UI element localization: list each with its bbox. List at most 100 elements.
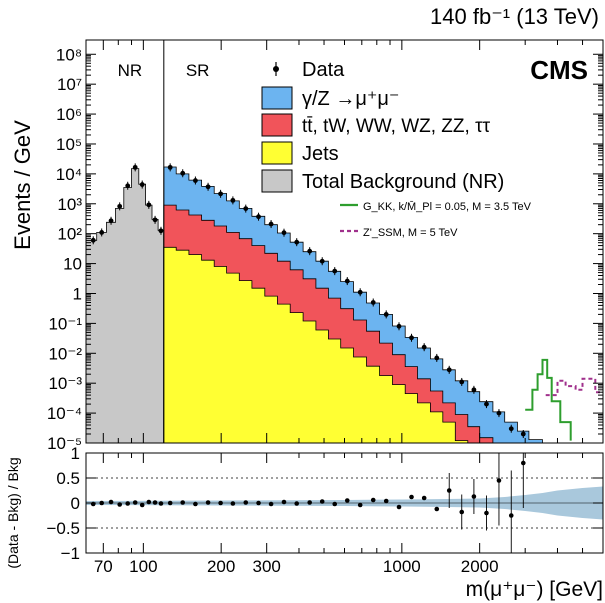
x-tick-label: 2000 xyxy=(461,557,499,576)
jets-hist xyxy=(163,246,583,443)
ratio-plot-area xyxy=(86,453,603,553)
legend-label-jets: Jets xyxy=(302,143,339,165)
y-tick-label: 10 xyxy=(63,255,82,274)
legend-label-data: Data xyxy=(302,59,345,81)
data-point xyxy=(409,335,414,341)
ratio-point xyxy=(459,509,465,515)
ratio-point xyxy=(520,460,526,466)
ratio-point xyxy=(383,498,389,504)
y-tick-label: 10⁵ xyxy=(56,135,82,154)
cms-label: CMS xyxy=(530,55,588,85)
sr-region-label: SR xyxy=(186,61,210,80)
ratio-point xyxy=(218,500,223,506)
data-point xyxy=(108,218,114,224)
y-tick-label: 10⁶ xyxy=(56,105,82,124)
data-point xyxy=(117,203,123,209)
data-point xyxy=(152,217,158,223)
y-tick-label: 10⁷ xyxy=(57,75,82,94)
legend-label-zprime: Z'_SSM, M = 5 TeV xyxy=(363,227,458,239)
y-tick-label: 1 xyxy=(73,284,82,303)
ratio-point xyxy=(152,500,158,505)
legend-item-jets: Jets xyxy=(261,141,339,165)
legend-item-gkk: G_KK, k/M̄_Pl = 0.05, M = 3.5 TeV xyxy=(340,200,532,213)
legend-item-zprime: Z'_SSM, M = 5 TeV xyxy=(340,227,458,239)
ratio-point xyxy=(370,497,376,503)
x-axis-label: m(μ⁺μ⁻) [GeV] xyxy=(466,578,603,601)
x-tick-label: 300 xyxy=(252,557,280,576)
data-point xyxy=(281,230,287,236)
x-tick-label: 1000 xyxy=(383,557,421,576)
data-point xyxy=(383,311,389,317)
x-tick-label: 70 xyxy=(94,557,113,576)
data-point xyxy=(99,230,105,235)
nr-background-hist xyxy=(86,168,165,443)
luminosity-label: 140 fb⁻¹ (13 TeV) xyxy=(430,4,599,29)
ratio-point xyxy=(281,499,287,505)
ratio-point xyxy=(125,501,131,506)
y-tick-label: 10⁸ xyxy=(56,45,82,64)
data-point xyxy=(294,239,300,245)
data-point xyxy=(508,426,514,432)
data-point xyxy=(319,258,325,264)
legend-label-ttbar: tt̄, tW, WW, WZ, ZZ, ττ xyxy=(302,116,491,137)
ratio-point xyxy=(108,499,114,505)
data-point xyxy=(90,237,96,243)
legend-item-nr: Total Background (NR) xyxy=(261,169,504,193)
ratio-y-tick-label: 1 xyxy=(71,444,80,463)
legend-item-dy: γ/Z →μ⁺μ⁻ xyxy=(261,86,400,110)
data-point xyxy=(332,268,338,274)
data-point xyxy=(471,387,477,393)
data-point xyxy=(484,401,489,407)
ratio-point xyxy=(396,504,402,510)
ratio-y-tick-label: 0 xyxy=(71,494,80,513)
data-point xyxy=(193,178,198,183)
ratio-point xyxy=(146,499,152,505)
y-tick-label: 10⁻² xyxy=(48,344,82,363)
ratio-y-tick-label: −0.5 xyxy=(46,519,80,538)
y-tick-label: 10⁻¹ xyxy=(48,314,82,333)
ratio-point xyxy=(90,501,96,507)
ratio-point xyxy=(139,502,145,508)
data-point xyxy=(125,183,131,189)
ratio-point xyxy=(117,502,122,507)
legend-swatch-nr xyxy=(261,169,293,193)
ratio-point xyxy=(243,500,249,505)
ratio-point xyxy=(496,478,502,483)
ratio-point xyxy=(319,499,325,504)
ratio-point xyxy=(180,500,186,505)
data-point xyxy=(446,367,452,373)
ratio-point xyxy=(167,500,173,506)
figure-header: 140 fb⁻¹ (13 TeV) xyxy=(0,0,605,40)
legend-swatch-jets xyxy=(261,141,293,165)
data-point xyxy=(357,289,363,295)
data-point xyxy=(218,191,224,197)
legend-swatch-dy xyxy=(261,86,293,110)
legend-swatch-ttbar xyxy=(261,113,293,137)
data-point xyxy=(180,170,186,176)
legend-item-data: Data xyxy=(273,59,345,81)
x-tick-label: 200 xyxy=(207,557,235,576)
data-point xyxy=(243,206,249,211)
ratio-point xyxy=(268,501,274,507)
ratio-point xyxy=(230,501,236,506)
ratio-y-axis-label: (Data - Bkg) / Bkg xyxy=(5,457,21,568)
ratio-point xyxy=(332,501,338,507)
ratio-point xyxy=(205,500,211,505)
data-point xyxy=(158,228,164,234)
data-point xyxy=(307,248,313,254)
ratio-panel: −1 −0.5 0 0.5 1 (Data - Bkg) / Bkg 70 100 200 300… xyxy=(5,444,604,601)
ratio-point xyxy=(294,501,300,506)
ratio-point xyxy=(508,513,514,518)
data-point xyxy=(146,202,152,208)
ratio-point xyxy=(344,498,350,503)
data-point xyxy=(132,164,138,170)
legend-item-ttbar: tt̄, tW, WW, WZ, ZZ, ττ xyxy=(261,113,491,137)
upper-plot-area xyxy=(86,163,603,443)
x-tick-label: 100 xyxy=(129,557,157,576)
ratio-point xyxy=(409,494,414,500)
data-point xyxy=(434,355,440,361)
data-point xyxy=(268,221,274,227)
ratio-point xyxy=(99,500,104,506)
legend-label-nr: Total Background (NR) xyxy=(302,171,504,193)
data-point xyxy=(459,379,465,385)
